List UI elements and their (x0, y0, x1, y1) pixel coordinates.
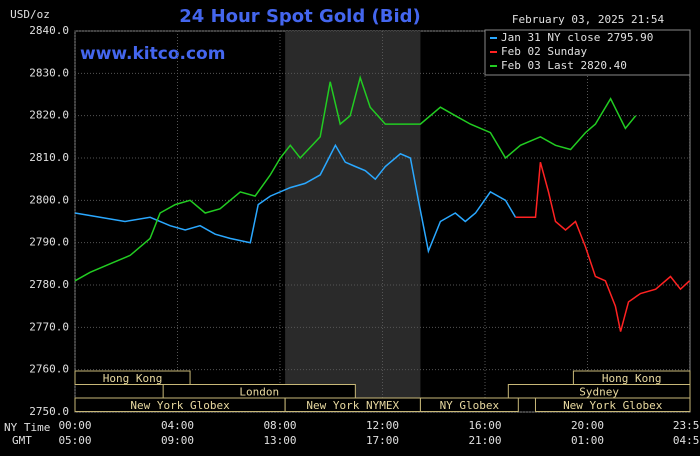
x-tick-label: 08:00 (263, 419, 296, 432)
y-tick-label: 2820.0 (29, 109, 69, 122)
session-box (419, 397, 519, 412)
x2-tick-label: 13:00 (263, 434, 296, 447)
watermark: www.kitco.com (80, 44, 225, 64)
session-label: Hong Kong (103, 372, 163, 385)
y-tick-label: 2790.0 (29, 236, 69, 249)
y-tick-label: 2810.0 (29, 151, 69, 164)
y-tick-label: 2780.0 (29, 278, 69, 291)
legend (484, 29, 691, 76)
x-tick-label: 04:00 (161, 419, 194, 432)
legend-label: Feb 02 Sunday (501, 45, 587, 58)
x2-tick-label: 04:59 (673, 434, 700, 447)
session-box (534, 397, 691, 412)
legend-label: Feb 03 Last 2820.40 (501, 59, 627, 72)
series-line (74, 143, 517, 254)
x2-tick-label: 05:00 (58, 434, 91, 447)
session-label: New York Globex (563, 399, 663, 412)
x2-axis-label: GMT (12, 434, 32, 447)
session-label: NY Globex (440, 399, 500, 412)
x2-tick-label: 21:00 (468, 434, 501, 447)
y-tick-label: 2840.0 (29, 24, 69, 37)
x-tick-label: 23:59 (673, 419, 700, 432)
x-tick-label: 16:00 (468, 419, 501, 432)
x-axis-label: NY Time (4, 421, 50, 434)
session-shade (285, 31, 421, 412)
session-label: New York Globex (130, 399, 230, 412)
y-tick-label: 2800.0 (29, 193, 69, 206)
x2-tick-label: 01:00 (571, 434, 604, 447)
x-tick-label: 20:00 (571, 419, 604, 432)
y-tick-label: 2770.0 (29, 320, 69, 333)
legend-label: Jan 31 NY close 2795.90 (501, 31, 653, 44)
x2-tick-label: 09:00 (161, 434, 194, 447)
session-box (74, 370, 191, 385)
y-tick-label: 2750.0 (29, 405, 69, 418)
x-tick-label: 00:00 (58, 419, 91, 432)
x-tick-label: 12:00 (366, 419, 399, 432)
session-label: New York NYMEX (306, 399, 399, 412)
timestamp: February 03, 2025 21:54 (512, 13, 665, 26)
x2-tick-label: 17:00 (366, 434, 399, 447)
y-axis-label: USD/oz (10, 8, 50, 21)
y-tick-label: 2760.0 (29, 363, 69, 376)
series-line (515, 162, 691, 332)
session-label: Hong Kong (602, 372, 662, 385)
session-label: London (239, 385, 279, 398)
y-tick-label: 2830.0 (29, 66, 69, 79)
session-label: Sydney (579, 385, 619, 398)
series-line (74, 74, 637, 282)
chart-title: 24 Hour Spot Gold (Bid) (179, 6, 420, 27)
